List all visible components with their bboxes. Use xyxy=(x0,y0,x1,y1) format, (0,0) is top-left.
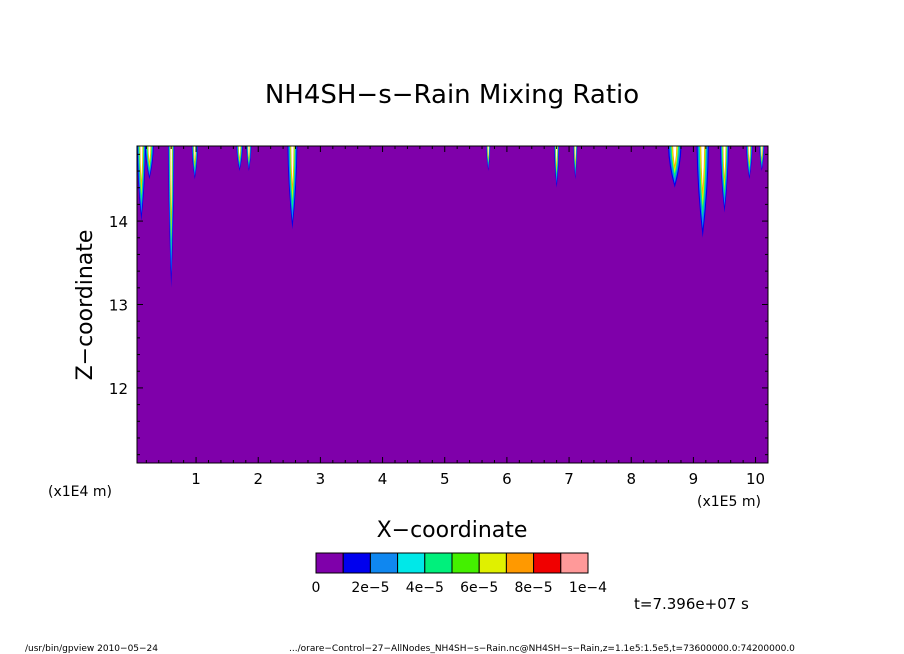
x-tick-label: 2 xyxy=(253,470,263,488)
plume-13 xyxy=(720,146,729,213)
y-tick-label: 13 xyxy=(109,297,128,315)
plume-band xyxy=(701,146,705,189)
plume-band xyxy=(487,146,489,158)
plume-band xyxy=(248,146,250,158)
colorbar-swatch xyxy=(478,552,507,574)
colorbar-swatch xyxy=(342,552,371,574)
plume-band xyxy=(556,146,558,166)
x-axis-label: X−coordinate xyxy=(377,518,528,543)
plume-band xyxy=(291,146,294,185)
plumes-layer xyxy=(137,146,765,288)
x-tick-label: 10 xyxy=(746,470,765,488)
footer-right: .../orare−Control−27−AllNodes_NH4SH−s−Ra… xyxy=(289,644,795,654)
x-tick-label: 8 xyxy=(626,470,636,488)
y-axis: 12 13 14 xyxy=(109,153,768,456)
colorbar-swatch xyxy=(533,552,562,574)
plume-band xyxy=(148,146,151,162)
y-axis-label: Z−coordinate xyxy=(73,230,98,381)
x-axis: 1 2 3 4 5 6 7 8 9 10 xyxy=(145,146,769,488)
plot-area xyxy=(136,145,769,464)
colorbar-swatch xyxy=(560,552,589,574)
colorbar: 0 2e−5 4e−5 6e−5 8e−5 1e−4 xyxy=(312,552,607,596)
colorbar-label: 4e−5 xyxy=(406,580,444,596)
x-tick-label: 6 xyxy=(502,470,512,488)
plume-10 xyxy=(573,146,578,180)
plume-2 xyxy=(145,146,154,180)
plume-12 xyxy=(696,146,709,238)
plume-15 xyxy=(759,146,765,172)
colorbar-label: 2e−5 xyxy=(351,580,389,596)
colorbar-swatch xyxy=(369,552,399,574)
plume-3 xyxy=(168,146,175,288)
plume-5 xyxy=(236,146,243,172)
plume-band xyxy=(761,146,763,158)
colorbar-label: 0 xyxy=(312,580,321,596)
y-tick-label: 14 xyxy=(109,213,128,231)
colorbar-label: 8e−5 xyxy=(515,580,553,596)
x-tick-label: 9 xyxy=(689,470,699,488)
x-unit-right: (x1E5 m) xyxy=(697,494,761,510)
plume-band xyxy=(170,146,172,212)
colorbar-swatch xyxy=(451,552,480,574)
x-tick-label: 7 xyxy=(564,470,574,488)
plume-band xyxy=(574,146,576,162)
plume-band xyxy=(748,146,751,162)
x-tick-label: 4 xyxy=(378,470,388,488)
field-background xyxy=(137,146,768,463)
colorbar-swatch xyxy=(315,552,344,574)
plume-11 xyxy=(667,146,682,188)
plume-band xyxy=(723,146,726,177)
plume-8 xyxy=(486,146,491,172)
plume-1 xyxy=(137,146,146,222)
plume-4 xyxy=(191,146,198,180)
colorbar-swatch xyxy=(424,552,453,574)
plume-6 xyxy=(246,146,252,172)
plume-9 xyxy=(554,146,560,188)
time-label: t=7.396e+07 s xyxy=(634,595,749,613)
x-tick-label: 3 xyxy=(316,470,326,488)
plume-7 xyxy=(287,146,298,230)
x-tick-label: 5 xyxy=(440,470,450,488)
y-tick-label: 12 xyxy=(109,380,128,398)
plume-band xyxy=(238,146,241,158)
chart-title: NH4SH−s−Rain Mixing Ratio xyxy=(265,80,639,110)
colorbar-swatch xyxy=(397,552,426,574)
plume-band xyxy=(673,146,677,166)
colorbar-label: 1e−4 xyxy=(569,580,607,596)
colorbar-swatch xyxy=(505,552,535,574)
x-unit-left: (x1E4 m) xyxy=(48,484,112,500)
plume-band xyxy=(194,146,196,162)
x-tick-label: 1 xyxy=(191,470,201,488)
colorbar-label: 6e−5 xyxy=(460,580,498,596)
footer-left: /usr/bin/gpview 2010−05−24 xyxy=(25,644,158,654)
plume-14 xyxy=(746,146,753,180)
plume-band xyxy=(140,146,143,181)
